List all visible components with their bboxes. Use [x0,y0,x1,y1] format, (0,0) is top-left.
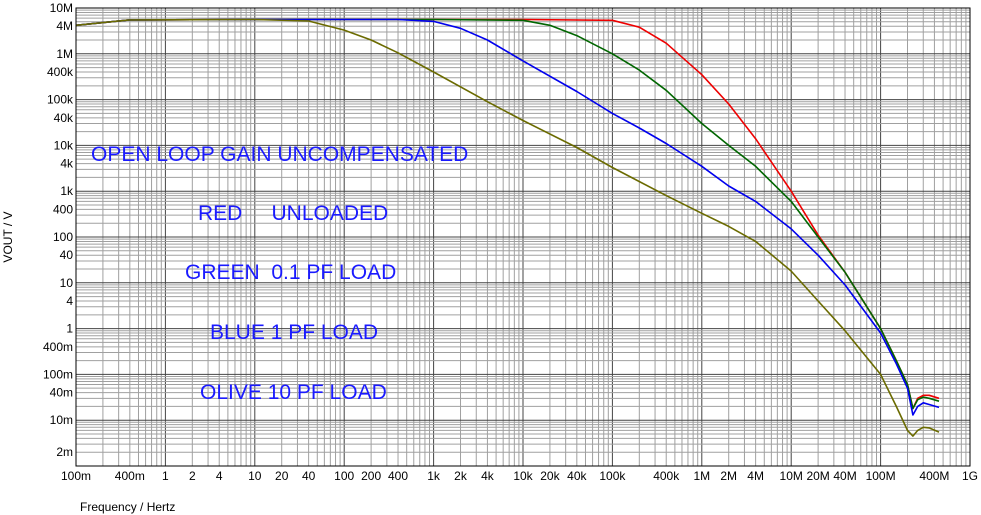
y-tick-label: 10k [54,138,74,152]
x-tick-label: 10M [780,469,803,483]
y-tick-label: 400k [47,65,74,79]
x-tick-label: 400M [919,469,949,483]
y-tick-label: 4 [66,294,73,308]
x-tick-label: 1 [162,469,169,483]
y-tick-label: 1 [66,322,73,336]
y-tick-label: 2m [56,445,73,459]
x-tick-label: 100k [599,469,626,483]
y-tick-label: 1k [60,184,74,198]
y-tick-label: 1M [56,47,73,61]
x-tick-label: 10 [248,469,262,483]
x-tick-label: 2M [720,469,737,483]
y-tick-label: 100k [47,93,74,107]
y-tick-label: 4k [60,157,74,171]
y-tick-label: 40k [54,111,74,125]
x-tick-label: 20 [275,469,289,483]
x-tick-label: 4M [747,469,764,483]
y-axis-title: VOUT / V [1,211,15,262]
y-tick-label: 400m [43,340,73,354]
x-axis-title: Frequency / Hertz [80,500,175,514]
series-group [75,18,940,437]
x-tick-label: 40M [833,469,856,483]
annotation-2: RED UNLOADED [198,202,388,225]
x-tick-label: 200 [361,469,381,483]
x-tick-label: 40 [302,469,316,483]
x-tick-labels: 100m 400m 1 2 4 10 20 40 100 200 400 1k 2k 4k 10k 20k 40… [61,469,978,483]
x-tick-label: 20M [806,469,829,483]
annotation-5: OLIVE 10 PF LOAD [200,381,387,404]
x-tick-label: 100 [334,469,354,483]
series-line-2 [75,18,940,410]
x-tick-label: 400 [388,469,408,483]
y-tick-label: 400 [53,202,73,216]
y-tick-label: 40 [60,248,74,262]
x-tick-label: 2k [454,469,468,483]
x-tick-label: 20k [540,469,560,483]
y-tick-label: 10 [60,276,74,290]
x-tick-label: 400k [653,469,680,483]
x-tick-label: 4k [481,469,495,483]
x-tick-label: 100M [866,469,896,483]
y-tick-label: 10M [50,1,73,15]
x-tick-label: 100m [61,469,91,483]
annotation-1: OPEN LOOP GAIN UNCOMPENSATED [91,143,468,166]
plot-frame [75,7,971,467]
x-tick-label: 40k [567,469,587,483]
annotation-3: GREEN 0.1 PF LOAD [185,261,396,284]
y-tick-label: 100 [53,230,73,244]
x-tick-label: 1k [427,469,441,483]
series-line-3 [75,18,940,416]
series-line-4 [75,18,940,437]
y-tick-label: 10m [50,413,73,427]
annotation-4: BLUE 1 PF LOAD [210,321,378,344]
y-tick-label: 4M [56,19,73,33]
x-tick-label: 400m [115,469,145,483]
x-tick-label: 10k [513,469,533,483]
y-tick-label: 40m [50,386,73,400]
y-tick-labels: 10M 4M 1M 400k 100k 40k 10k 4k 1k 400 100 40 10 4 1 400… [43,1,74,459]
x-tick-label: 4 [216,469,223,483]
x-tick-label: 1M [693,469,710,483]
y-tick-label: 100m [43,367,73,381]
x-tick-label: 2 [189,469,196,483]
annotations: OPEN LOOP GAIN UNCOMPENSATED RED UNLOADED… [91,143,468,404]
x-tick-label: 1G [962,469,978,483]
